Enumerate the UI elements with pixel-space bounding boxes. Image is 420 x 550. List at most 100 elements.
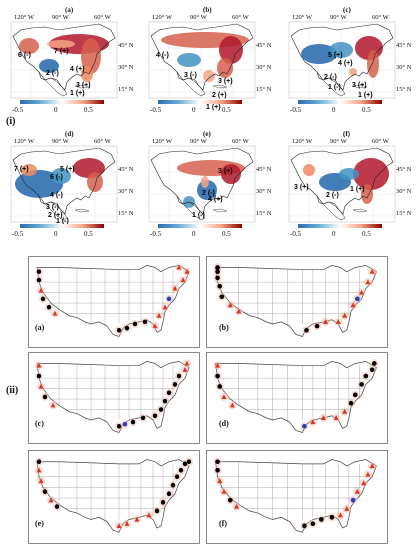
station-marker-triangle bbox=[234, 503, 240, 509]
station-marker-triangle bbox=[365, 471, 371, 477]
lat-label: 45° N bbox=[118, 166, 134, 173]
station-marker-dot bbox=[186, 459, 192, 465]
station-marker-triangle bbox=[236, 308, 242, 314]
station-marker-triangle bbox=[342, 312, 348, 318]
station-marker-triangle bbox=[36, 362, 42, 368]
lon-label: 120° W bbox=[152, 14, 172, 21]
colorbar-tick: 0 bbox=[332, 106, 336, 114]
correlation-region bbox=[39, 59, 59, 73]
colorbar-tick: -0.5 bbox=[290, 106, 302, 114]
station-marker-triangle bbox=[116, 523, 122, 529]
lat-label: 15° N bbox=[396, 210, 412, 217]
lon-label: 120° W bbox=[152, 138, 172, 145]
station-marker-dot bbox=[178, 467, 184, 473]
correlation-region bbox=[177, 53, 201, 67]
colorbar bbox=[158, 224, 242, 228]
colorbar-tick: 0 bbox=[192, 106, 196, 114]
station-marker-dot bbox=[54, 504, 60, 509]
colorbar-tick: 0.5 bbox=[222, 106, 231, 114]
us-outline bbox=[215, 264, 377, 337]
correlation-region bbox=[47, 40, 75, 48]
coastline-mexico bbox=[316, 195, 346, 221]
station-marker-dot bbox=[363, 373, 369, 379]
region-label: 2 (-) bbox=[46, 70, 59, 77]
top-panel-4: (e) 120° W 90° W 60° W 45° N 30° N 15° N 3 (+) 2… bbox=[148, 130, 271, 246]
top-panel-2: (c) 120° W 90° W 60° W 45° N 30° N 15° N 5 (+) 4… bbox=[288, 6, 411, 122]
lon-label: 90° W bbox=[52, 138, 69, 145]
coastline bbox=[290, 147, 394, 215]
us-map-panel-4: (e) bbox=[28, 450, 200, 544]
coastline-mexico bbox=[316, 71, 346, 97]
coastline-cuba bbox=[74, 208, 90, 213]
us-map bbox=[35, 263, 191, 337]
station-marker-triangle bbox=[229, 402, 235, 408]
station-marker-triangle bbox=[172, 285, 178, 291]
station-marker-dot bbox=[369, 367, 375, 373]
correlation-region bbox=[203, 70, 215, 82]
correlation-region bbox=[349, 68, 357, 76]
coastline-cuba bbox=[352, 208, 368, 213]
region-label: 4 (-) bbox=[156, 52, 169, 59]
colorbar-tick: -0.5 bbox=[12, 230, 24, 238]
colorbar-tick: -0.5 bbox=[12, 106, 24, 114]
panel-letter: (f) bbox=[219, 519, 227, 528]
lon-label: 60° W bbox=[94, 138, 111, 145]
correlation-region bbox=[217, 58, 233, 78]
lon-label: 60° W bbox=[372, 138, 389, 145]
coastline bbox=[150, 23, 254, 91]
lat-label: 45° N bbox=[118, 42, 134, 49]
correlation-region bbox=[301, 44, 337, 64]
lat-label: 30° N bbox=[396, 188, 412, 195]
station-marker-triangle bbox=[156, 312, 162, 318]
station-marker-dot bbox=[348, 400, 354, 406]
station-marker-triangle bbox=[36, 467, 42, 473]
station-marker-triangle bbox=[333, 415, 339, 420]
station-marker-dot bbox=[46, 304, 52, 310]
coastline-cuba bbox=[212, 208, 228, 213]
station-marker-dot bbox=[217, 284, 223, 289]
lon-label: 60° W bbox=[372, 14, 389, 21]
region-label: 4 (+) bbox=[208, 196, 223, 203]
coastline-cuba bbox=[212, 84, 228, 89]
correlation-region bbox=[81, 38, 101, 74]
lon-label: 120° W bbox=[292, 138, 312, 145]
panel-letter: (d) bbox=[219, 419, 229, 428]
us-map bbox=[213, 457, 377, 533]
station-marker-triangle bbox=[337, 512, 343, 518]
colorbar-tick: 0 bbox=[54, 106, 58, 114]
station-marker-dot bbox=[227, 497, 233, 503]
coastline bbox=[12, 147, 116, 215]
station-marker-dot bbox=[182, 461, 188, 467]
colorbar-tick: 0 bbox=[54, 230, 58, 238]
station-marker-triangle bbox=[152, 323, 158, 329]
station-marker-triangle bbox=[354, 488, 360, 494]
colorbar bbox=[298, 224, 382, 228]
region-label: 6 (-) bbox=[50, 174, 63, 181]
coastline-mexico bbox=[176, 195, 206, 221]
region-label: 1 (+) bbox=[350, 186, 365, 193]
region-label: 2 (+) bbox=[48, 212, 63, 219]
station-marker-triangle bbox=[350, 302, 356, 308]
us-outline bbox=[215, 360, 377, 433]
colorbar-tick: 0.5 bbox=[362, 230, 371, 238]
panel-letter: (b) bbox=[219, 323, 229, 332]
section-label-ii: (ii) bbox=[6, 385, 19, 396]
station-marker-dot bbox=[116, 423, 122, 429]
lon-label: 120° W bbox=[14, 14, 34, 21]
correlation-region bbox=[19, 38, 39, 54]
station-marker-triangle bbox=[320, 415, 327, 420]
panel-letter: (c) bbox=[343, 6, 351, 14]
colorbar bbox=[20, 224, 104, 228]
colorbar bbox=[298, 100, 382, 104]
station-marker-dot bbox=[176, 373, 182, 379]
colorbar-tick: 0.5 bbox=[84, 106, 93, 114]
correlation-region bbox=[15, 170, 63, 198]
correlation-region bbox=[81, 66, 93, 82]
us-map bbox=[213, 359, 379, 433]
station-marker-dot bbox=[314, 323, 320, 329]
colorbar-tick: 0 bbox=[332, 230, 336, 238]
station-marker-dot bbox=[36, 269, 42, 274]
region-label: 4 (+) bbox=[338, 60, 353, 67]
station-marker-triangle bbox=[369, 463, 375, 469]
colorbar-tick: -0.5 bbox=[150, 230, 162, 238]
